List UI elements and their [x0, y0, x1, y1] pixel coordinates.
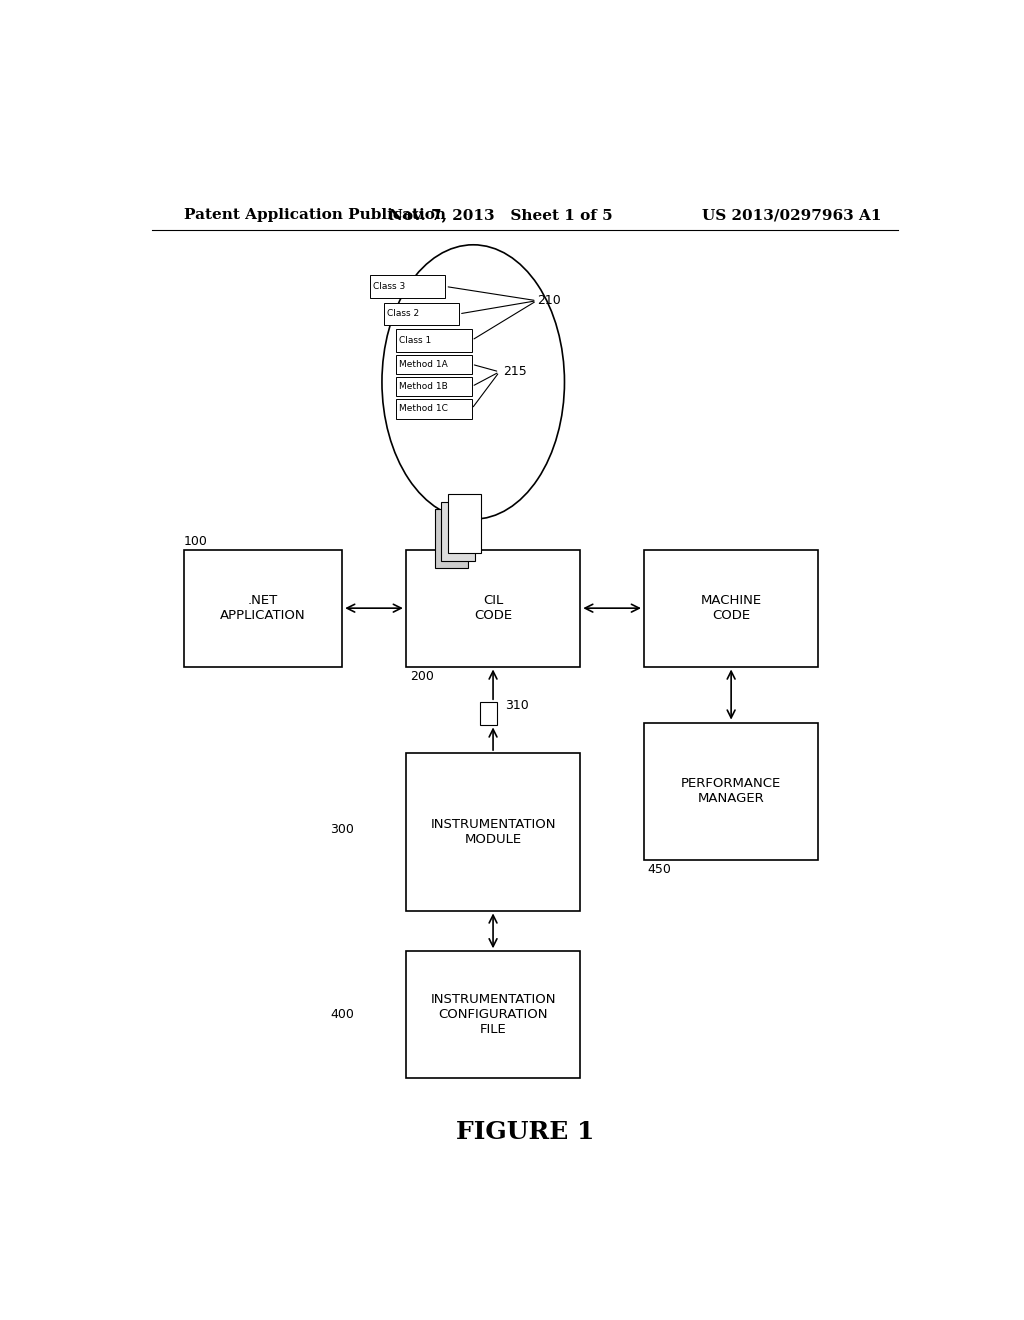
Text: Class 2: Class 2: [387, 309, 419, 318]
Text: Method 1A: Method 1A: [399, 360, 449, 368]
Bar: [396, 355, 472, 374]
Text: Method 1C: Method 1C: [399, 404, 449, 413]
Bar: [396, 399, 472, 418]
Text: CIL
CODE: CIL CODE: [474, 594, 512, 622]
Text: 215: 215: [504, 366, 527, 379]
Bar: [370, 276, 445, 297]
Text: 310: 310: [505, 698, 528, 711]
Bar: [406, 752, 581, 911]
Text: .NET
APPLICATION: .NET APPLICATION: [220, 594, 306, 622]
Bar: [396, 378, 472, 396]
Bar: [435, 510, 468, 568]
Text: 200: 200: [410, 669, 433, 682]
Text: INSTRUMENTATION
CONFIGURATION
FILE: INSTRUMENTATION CONFIGURATION FILE: [430, 993, 556, 1036]
Bar: [406, 952, 581, 1078]
Text: US 2013/0297963 A1: US 2013/0297963 A1: [702, 209, 882, 222]
Text: Patent Application Publication: Patent Application Publication: [183, 209, 445, 222]
Text: FIGURE 1: FIGURE 1: [456, 1121, 594, 1144]
Bar: [644, 722, 818, 859]
Text: Class 1: Class 1: [399, 335, 432, 345]
Text: 300: 300: [331, 822, 354, 836]
Bar: [447, 494, 481, 553]
Bar: [644, 549, 818, 667]
Text: MACHINE
CODE: MACHINE CODE: [700, 594, 762, 622]
Bar: [441, 502, 475, 561]
Text: PERFORMANCE
MANAGER: PERFORMANCE MANAGER: [681, 777, 781, 805]
Text: 210: 210: [537, 294, 560, 308]
Ellipse shape: [382, 244, 564, 519]
Text: 100: 100: [183, 535, 208, 548]
Text: Nov. 7, 2013   Sheet 1 of 5: Nov. 7, 2013 Sheet 1 of 5: [389, 209, 612, 222]
Bar: [396, 329, 472, 351]
Text: Class 3: Class 3: [373, 282, 406, 290]
Bar: [406, 549, 581, 667]
Bar: [479, 702, 497, 725]
Text: INSTRUMENTATION
MODULE: INSTRUMENTATION MODULE: [430, 818, 556, 846]
Text: 450: 450: [648, 863, 672, 875]
Bar: [384, 302, 459, 325]
Text: 400: 400: [331, 1007, 354, 1020]
Text: Method 1B: Method 1B: [399, 381, 449, 391]
Bar: [183, 549, 342, 667]
